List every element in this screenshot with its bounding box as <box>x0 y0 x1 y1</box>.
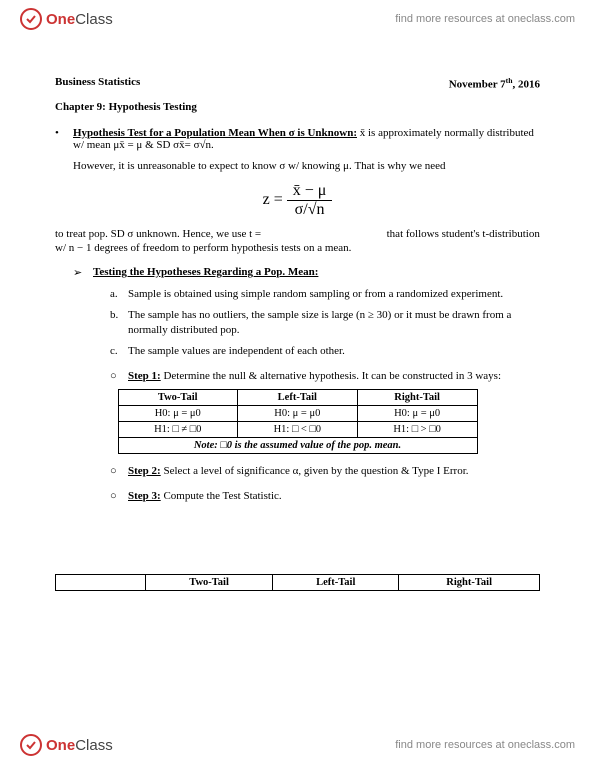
formula-den: σ/√n <box>287 201 333 219</box>
bottom-table: Two-Tail Left-Tail Right-Tail <box>55 574 540 591</box>
step-3: ○Step 3: Compute the Test Statistic. <box>110 489 540 504</box>
top-watermark: OneClass find more resources at oneclass… <box>0 0 595 38</box>
top-tagline: find more resources at oneclass.com <box>395 13 575 25</box>
page-content: Business Statistics November 7th, 2016 C… <box>0 38 595 591</box>
th-left-tail: Left-Tail <box>237 390 357 406</box>
bottom-watermark: OneClass find more resources at oneclass… <box>0 726 595 764</box>
brand-icon <box>20 8 42 30</box>
table-row-h0: H0: μ = μ0 H0: μ = μ0 H0: μ = μ0 <box>118 406 477 422</box>
however-para: However, it is unreasonable to expect to… <box>73 159 540 174</box>
doc-date: November 7th, 2016 <box>449 76 540 91</box>
bottom-tagline: find more resources at oneclass.com <box>395 739 575 751</box>
table-header-row: Two-Tail Left-Tail Right-Tail <box>118 390 477 406</box>
bottom-two-tail: Two-Tail <box>146 575 273 591</box>
item-c: c.The sample values are independent of e… <box>110 344 540 359</box>
main-bullet: • Hypothesis Test for a Population Mean … <box>55 127 540 151</box>
brand-logo-bottom: OneClass <box>20 734 113 756</box>
arrow-icon: ➢ <box>73 266 93 279</box>
z-formula: z = x̄ − μ σ/√n <box>55 182 540 219</box>
item-a: a.Sample is obtained using simple random… <box>110 287 540 302</box>
th-two-tail: Two-Tail <box>118 390 237 406</box>
th-right-tail: Right-Tail <box>357 390 477 406</box>
table-note-row: Note: □0 is the assumed value of the pop… <box>118 438 477 454</box>
header-row: Business Statistics November 7th, 2016 <box>55 76 540 91</box>
course-title: Business Statistics <box>55 76 140 91</box>
after-formula: to treat pop. SD σ unknown. Hence, we us… <box>55 227 540 257</box>
step-2: ○Step 2: Select a level of significance … <box>110 464 540 479</box>
brand-icon-bottom <box>20 734 42 756</box>
main-bullet-text: Hypothesis Test for a Population Mean Wh… <box>73 127 540 151</box>
item-b: b.The sample has no outliers, the sample… <box>110 308 540 338</box>
chapter-title: Chapter 9: Hypothesis Testing <box>55 101 540 113</box>
bottom-blank <box>56 575 146 591</box>
brand-one: One <box>46 11 75 28</box>
testing-title: Testing the Hypotheses Regarding a Pop. … <box>93 266 318 279</box>
brand-logo: OneClass <box>20 8 113 30</box>
bullet-icon: • <box>55 127 73 151</box>
formula-num: x̄ − μ <box>287 182 333 201</box>
step-1: ○Step 1: Determine the null & alternativ… <box>110 369 540 384</box>
hypothesis-table: Two-Tail Left-Tail Right-Tail H0: μ = μ0… <box>118 389 478 454</box>
bottom-right-tail: Right-Tail <box>399 575 540 591</box>
main-bullet-title: Hypothesis Test for a Population Mean Wh… <box>73 127 357 139</box>
brand-class: Class <box>75 11 113 28</box>
table-row-h1: H1: □ ≠ □0 H1: □ < □0 H1: □ > □0 <box>118 422 477 438</box>
bottom-left-tail: Left-Tail <box>273 575 399 591</box>
table-note: Note: □0 is the assumed value of the pop… <box>118 438 477 454</box>
testing-heading: ➢ Testing the Hypotheses Regarding a Pop… <box>73 266 540 279</box>
